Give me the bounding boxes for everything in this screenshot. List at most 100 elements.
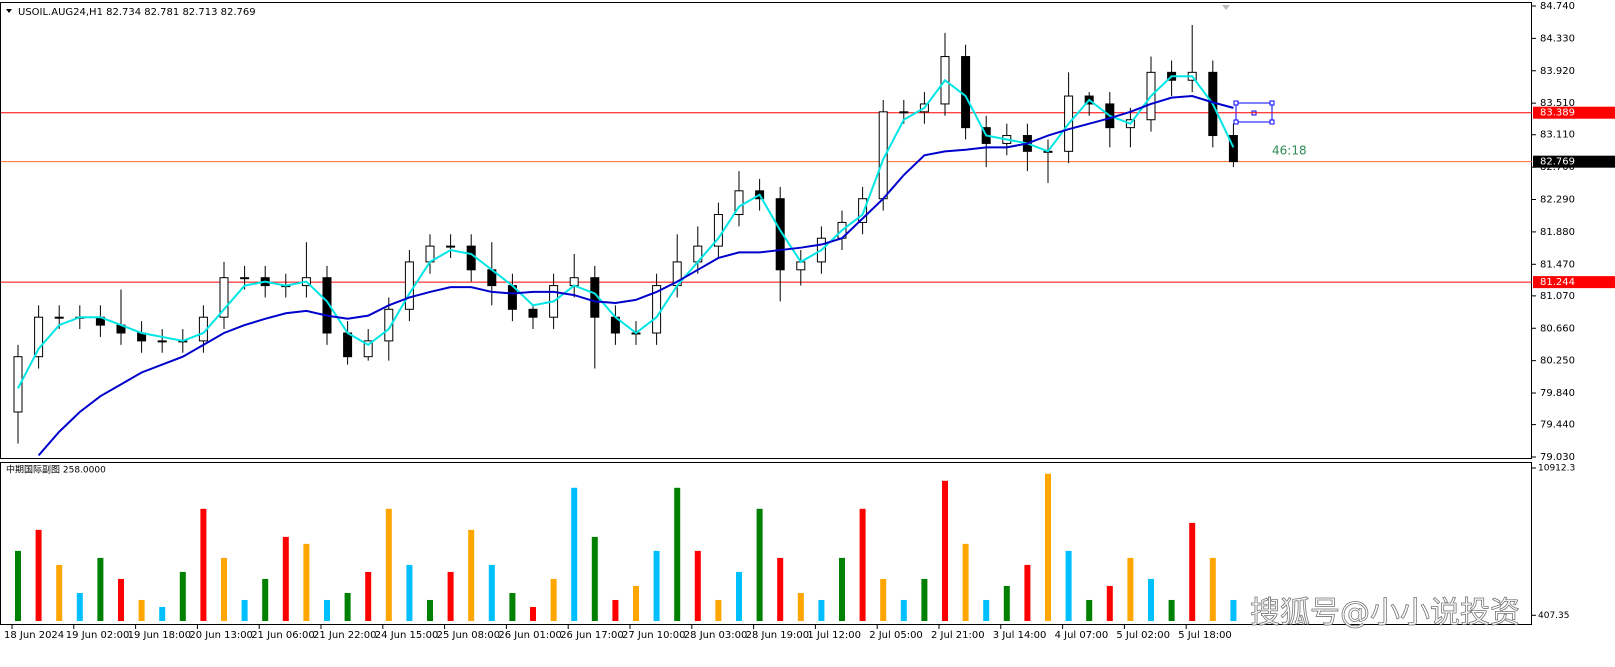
- y-tick-label: 84.330: [1540, 33, 1575, 44]
- moving-average-line: [17, 75, 1235, 389]
- volume-bar: [530, 606, 536, 621]
- volume-bar: [818, 599, 825, 621]
- x-tick-label: 18 Jun 2024: [4, 630, 64, 641]
- price-label-box: [1533, 276, 1615, 289]
- volume-bar: [344, 592, 351, 621]
- volume-bar: [777, 557, 784, 621]
- x-tick-label: 5 Jul 18:00: [1178, 630, 1232, 641]
- y-tick-label: 84.740: [1540, 1, 1575, 12]
- volume-panel: [0, 462, 1532, 625]
- volume-bar: [138, 599, 145, 621]
- x-tick-label: 2 Jul 21:00: [931, 630, 985, 641]
- x-tick-label: 25 Jun 08:00: [437, 630, 501, 641]
- volume-bar: [921, 578, 928, 621]
- candle-body: [775, 198, 785, 271]
- volume-bar: [571, 487, 578, 621]
- volume-bar: [550, 578, 557, 621]
- volume-bar: [35, 529, 42, 621]
- volume-bar: [1106, 585, 1113, 621]
- indicator-title: 中期国际副图 258.0000: [6, 464, 106, 476]
- volume-bar: [97, 557, 104, 621]
- candle-body: [219, 277, 229, 318]
- volume-bar: [859, 508, 866, 621]
- shift-marker: [1222, 5, 1230, 10]
- volume-bar: [633, 585, 639, 621]
- candle-body: [240, 277, 250, 280]
- volume-bar: [715, 599, 722, 621]
- y-tick-label: 81.880: [1540, 227, 1575, 238]
- volume-bar: [303, 543, 310, 621]
- volume-bar: [241, 599, 248, 621]
- volume-bar: [468, 529, 475, 621]
- y-tick-label: 82.290: [1540, 195, 1575, 206]
- price-label-box: [1533, 155, 1615, 168]
- volume-bar: [200, 508, 207, 621]
- menu-triangle: [6, 9, 12, 13]
- y-tick-label: 83.510: [1540, 98, 1575, 109]
- x-tick-label: 5 Jul 02:00: [1116, 630, 1170, 641]
- candle-body: [157, 340, 167, 343]
- candle-body: [404, 261, 414, 310]
- price-label: 81.244: [1540, 277, 1575, 288]
- volume-bar: [385, 508, 392, 621]
- volume-bar: [56, 564, 63, 621]
- x-tick-label: 26 Jun 01:00: [498, 630, 562, 641]
- volume-bar: [591, 536, 598, 621]
- volume-bar: [880, 578, 887, 621]
- candle-body: [13, 356, 23, 413]
- x-tick-label: 1 Jul 12:00: [807, 630, 861, 641]
- volume-bar: [509, 592, 516, 621]
- candle-body: [34, 316, 44, 358]
- candle-body: [54, 316, 64, 319]
- y-tick-label: 83.110: [1540, 130, 1575, 141]
- volume-bar: [962, 543, 969, 621]
- volume-bar: [1086, 599, 1093, 621]
- volume-bar: [736, 571, 742, 621]
- price-panel: [0, 2, 1532, 459]
- candle-body: [363, 340, 373, 358]
- y-tick-label: 407.35: [1538, 611, 1570, 621]
- candle-body: [858, 198, 868, 223]
- price-label: 82.769: [1540, 157, 1575, 168]
- x-tick-label: 19 Jun 18:00: [128, 630, 192, 641]
- candle-body: [1228, 135, 1238, 163]
- volume-bar: [282, 536, 289, 621]
- candle-body: [466, 245, 476, 271]
- volume-bar: [797, 592, 804, 621]
- volume-bar: [1230, 599, 1237, 621]
- volume-bar: [612, 599, 619, 621]
- y-tick-label: 10912.3: [1538, 464, 1575, 474]
- x-tick-label: 19 Jun 02:00: [66, 630, 130, 641]
- volume-bar: [406, 564, 413, 621]
- price-label-box: [1533, 106, 1615, 119]
- y-tick-label: 80.250: [1540, 356, 1575, 367]
- watermark: 搜狐号@小小说投资: [1250, 596, 1520, 631]
- y-tick-label: 81.470: [1540, 259, 1575, 270]
- volume-bar: [694, 550, 701, 621]
- volume-bar: [1189, 522, 1196, 621]
- x-tick-label: 3 Jul 14:00: [993, 630, 1047, 641]
- volume-bar: [756, 508, 763, 621]
- y-tick-label: 79.030: [1540, 452, 1575, 463]
- symbol-header: USOIL.AUG24,H1 82.734 82.781 82.713 82.7…: [18, 7, 256, 18]
- volume-bar: [262, 578, 269, 621]
- volume-bar: [365, 571, 372, 621]
- x-tick-label: 20 Jun 13:00: [189, 630, 253, 641]
- volume-bar: [1168, 599, 1175, 621]
- price-label: 83.389: [1540, 108, 1575, 119]
- candle-body: [734, 190, 744, 216]
- x-tick-label: 26 Jun 17:00: [560, 630, 624, 641]
- volume-bar: [839, 557, 845, 621]
- volume-bar: [653, 550, 660, 621]
- x-tick-label: 21 Jun 22:00: [313, 630, 377, 641]
- candle-body: [528, 308, 538, 318]
- y-tick-label: 79.840: [1540, 388, 1575, 399]
- y-tick-label: 81.070: [1540, 291, 1575, 302]
- candle-body: [961, 56, 971, 129]
- volume-bar: [1045, 473, 1051, 621]
- volume-bar: [1065, 550, 1072, 621]
- candle-body: [343, 332, 353, 358]
